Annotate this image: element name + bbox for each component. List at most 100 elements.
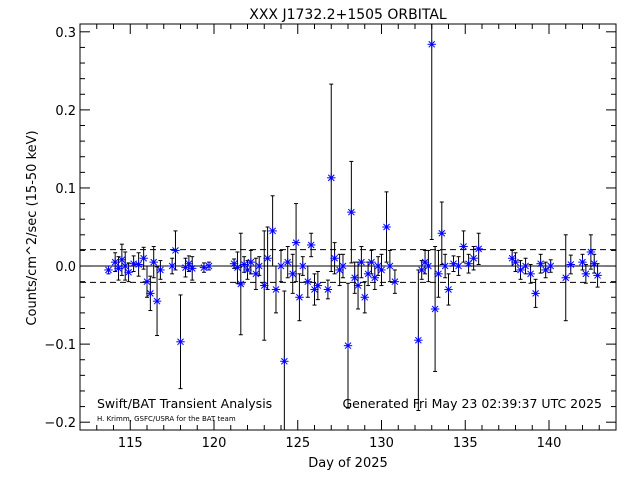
marker-stroke <box>542 266 550 274</box>
data-point <box>511 257 520 267</box>
data-point <box>367 257 376 267</box>
marker-stroke <box>185 260 193 268</box>
x-tick-label: 135 <box>453 436 478 451</box>
data-point <box>521 261 530 271</box>
marker-stroke <box>172 247 179 254</box>
data-point <box>303 277 312 286</box>
data-point <box>347 207 356 217</box>
data-point <box>313 281 323 290</box>
marker-stroke <box>153 297 161 305</box>
marker-stroke <box>594 272 601 279</box>
marker-stroke <box>386 262 394 270</box>
y-tick-label: −0.1 <box>44 338 76 353</box>
data-point <box>295 293 304 302</box>
data-point <box>327 173 336 183</box>
marker-stroke <box>428 40 436 48</box>
data-point <box>338 261 348 271</box>
data-point <box>590 259 599 268</box>
marker-stroke <box>567 261 575 268</box>
data-point <box>306 240 316 250</box>
data-point <box>280 357 289 366</box>
marker-stroke <box>374 262 382 270</box>
marker-stroke <box>237 280 245 288</box>
marker-stroke <box>522 262 529 270</box>
y-tick-label: 0.2 <box>55 104 76 119</box>
marker-stroke <box>247 258 255 266</box>
data-point <box>578 257 587 267</box>
x-tick-label: 120 <box>202 436 227 451</box>
marker-stroke <box>277 262 285 270</box>
data-point <box>382 222 391 232</box>
data-point <box>104 265 113 275</box>
axis-ticks: 115 120 125 130 135 140 −0.2 −0.1 0.0 0.1 0.2 0.3 <box>44 24 617 451</box>
data-point <box>156 265 165 275</box>
data-point <box>417 265 426 275</box>
marker-stroke <box>441 262 449 270</box>
marker-stroke <box>579 258 586 266</box>
marker-stroke <box>431 305 439 313</box>
data-point <box>360 293 369 302</box>
data-point <box>363 269 373 279</box>
marker-stroke <box>289 270 297 278</box>
marker-stroke <box>177 338 184 346</box>
marker-stroke <box>324 286 332 293</box>
x-tick-label: 140 <box>537 436 562 451</box>
marker-stroke <box>590 260 598 268</box>
x-axis-label: Day of 2025 <box>308 456 388 471</box>
marker-stroke <box>327 174 335 182</box>
marker-stroke <box>264 254 271 262</box>
data-point <box>581 269 591 279</box>
marker-stroke <box>105 266 112 274</box>
data-point <box>139 254 148 263</box>
marker-stroke <box>296 293 303 301</box>
data-point <box>370 273 379 282</box>
marker-stroke <box>378 266 385 274</box>
data-point <box>246 257 256 267</box>
marker-stroke <box>414 336 422 344</box>
data-point <box>350 273 359 282</box>
marker-stroke <box>230 260 238 268</box>
data-point <box>427 40 436 49</box>
data-point <box>561 273 570 282</box>
data-point <box>255 261 264 271</box>
plot-frame <box>79 23 617 431</box>
marker-stroke <box>582 270 590 278</box>
data-point <box>149 257 158 267</box>
marker-stroke <box>146 289 154 297</box>
marker-stroke <box>150 258 158 266</box>
marker-stroke <box>425 262 432 270</box>
marker-stroke <box>587 248 595 256</box>
data-point <box>117 255 127 264</box>
marker-stroke <box>157 266 164 274</box>
data-point <box>390 277 400 286</box>
marker-stroke <box>269 227 277 235</box>
data-point <box>167 261 177 271</box>
chart-title: XXX J1732.2+1505 ORBITAL <box>249 7 447 23</box>
marker-stroke <box>445 286 452 293</box>
marker-stroke <box>115 265 122 272</box>
data-point <box>353 281 363 290</box>
marker-stroke <box>244 266 251 274</box>
marker-stroke <box>364 270 372 278</box>
marker-stroke <box>371 274 379 282</box>
marker-stroke <box>391 278 399 286</box>
footer-generated: Generated Fri May 23 02:39:37 UTC 2025 <box>342 396 602 411</box>
data-point <box>420 257 430 267</box>
data-point <box>437 229 446 238</box>
marker-stroke <box>314 282 322 289</box>
data-point <box>271 285 281 294</box>
error-bars <box>106 24 600 430</box>
data-point <box>146 289 155 298</box>
data-point <box>121 261 130 271</box>
data-point <box>184 259 194 268</box>
data-point <box>188 264 197 273</box>
marker-stroke <box>205 262 213 270</box>
data-point <box>204 261 214 271</box>
marker-stroke <box>517 266 524 274</box>
data-point <box>323 285 333 294</box>
y-tick-label: −0.2 <box>44 416 76 431</box>
data-point <box>424 261 433 271</box>
marker-stroke <box>188 265 196 272</box>
marker-stroke <box>358 258 365 266</box>
data-point <box>283 257 292 267</box>
